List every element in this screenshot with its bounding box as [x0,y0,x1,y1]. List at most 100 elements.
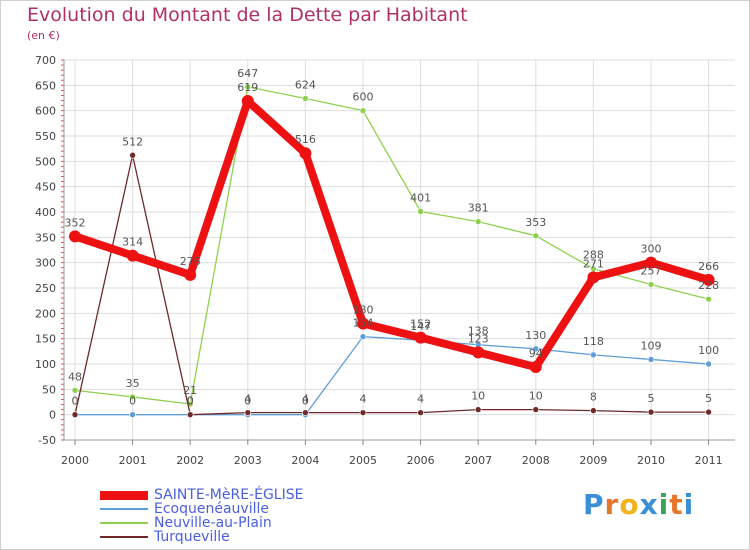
data-point-sainte-mere-eglise [241,95,254,108]
data-label: 154 [353,317,374,330]
data-point-ecoqueneauville [705,360,712,368]
data-label: 0 [302,395,309,408]
legend-item-turqueville: Turqueville [100,529,230,545]
data-point-neuville-au-plain [474,218,482,225]
data-label: 118 [583,335,604,348]
y-tick-label: 700 [35,54,56,67]
data-label: 10 [529,390,543,403]
data-label: 647 [237,67,258,80]
data-point-sainte-mere-eglise [529,361,542,374]
logo-letter: o [619,488,640,521]
series-line-ecoqueneauville [74,335,710,416]
data-point-sainte-mere-eglise [645,256,657,269]
data-label: 0 [244,395,251,408]
data-label: 266 [698,260,719,273]
data-label: 130 [525,329,546,342]
data-point-neuville-au-plain [359,107,367,114]
data-label: 0 [129,395,136,408]
legend-label-sainte-mere-eglise: SAINTE-MèRE-ÉGLISE [154,487,304,503]
data-point-neuville-au-plain [647,281,655,288]
data-label: 353 [525,216,546,229]
logo-letter: t [669,488,684,521]
data-label: 35 [126,377,140,390]
y-tick-label: 500 [35,155,56,168]
legend-label-neuville-au-plain: Neuville-au-Plain [154,515,272,531]
y-tick-label: 350 [35,231,56,244]
data-label: 401 [410,191,431,204]
y-tick-label: -50 [38,434,56,447]
logo-letter: x [639,488,659,521]
data-label: 381 [468,202,489,215]
y-tick-label: 50 [42,383,56,396]
data-label: 276 [180,255,201,268]
x-tick-label: 2007 [464,454,492,467]
x-tick-label: 2008 [522,454,550,467]
data-label: 600 [353,91,374,104]
legend-label-turqueville: Turqueville [154,529,230,545]
data-point-turqueville [129,151,136,159]
y-tick-label: 200 [35,307,56,320]
x-tick-label: 2000 [61,454,89,467]
y-tick-label: 0 [49,409,56,422]
data-point-ecoqueneauville [532,345,540,353]
x-tick-label: 2002 [176,454,204,467]
data-label: 0 [187,395,194,408]
x-tick-label: 2005 [349,454,377,467]
data-point-turqueville [417,409,424,416]
data-point-ecoqueneauville [590,351,597,359]
chart-subtitle: (en €) [27,29,60,42]
data-label: 21 [183,384,197,397]
data-point-turqueville [590,407,597,414]
data-point-sainte-mere-eglise [69,230,81,243]
data-label: 94 [529,347,543,360]
data-point-turqueville [705,408,712,416]
x-tick-label: 2003 [234,454,262,467]
data-label: 288 [583,249,604,262]
data-point-neuville-au-plain [705,295,712,303]
data-point-turqueville [71,411,79,418]
data-label: 180 [353,303,374,316]
data-point-turqueville [302,409,309,416]
data-label: 314 [122,236,143,249]
logo-letter: i [683,488,695,521]
x-tick-label: 2011 [695,454,723,467]
data-label: 8 [590,391,597,404]
data-label: 0 [72,395,79,408]
legend-item-neuville-au-plain: Neuville-au-Plain [100,515,272,531]
chart-title: Evolution du Montant de la Dette par Hab… [27,4,468,26]
legend-label-ecoqueneauville: Ecoquenéauville [154,501,269,517]
data-label: 257 [641,264,662,277]
data-point-sainte-mere-eglise [472,346,485,359]
data-label: 5 [648,392,655,405]
data-label: 5 [705,392,712,405]
data-point-neuville-au-plain [244,83,252,91]
data-point-sainte-mere-eglise [702,273,715,286]
data-label: 300 [641,243,662,256]
data-label: 109 [641,339,662,352]
data-label: 271 [583,257,604,270]
data-point-turqueville [532,406,540,413]
y-tick-label: 250 [35,282,56,295]
legend-swatch-turqueville [100,536,148,538]
data-point-sainte-mere-eglise [357,317,369,330]
data-label: 10 [471,390,485,403]
data-label: 4 [360,393,367,406]
legend-swatch-neuville-au-plain [100,522,148,524]
y-tick-label: 150 [35,333,56,346]
legend-swatch-sainte-mere-eglise [100,490,148,500]
data-label: 228 [698,279,719,292]
data-point-neuville-au-plain [417,208,424,215]
data-label: 138 [468,325,489,338]
data-point-sainte-mere-eglise [184,268,197,281]
y-tick-label: 550 [35,130,56,143]
data-label: 516 [295,133,316,146]
data-label: 624 [295,79,316,92]
data-point-neuville-au-plain [71,387,79,394]
x-tick-label: 2009 [579,454,607,467]
data-point-neuville-au-plain [302,95,309,102]
logo-letter: P [583,488,605,521]
y-tick-label: 300 [35,257,56,270]
data-point-turqueville [186,411,194,418]
